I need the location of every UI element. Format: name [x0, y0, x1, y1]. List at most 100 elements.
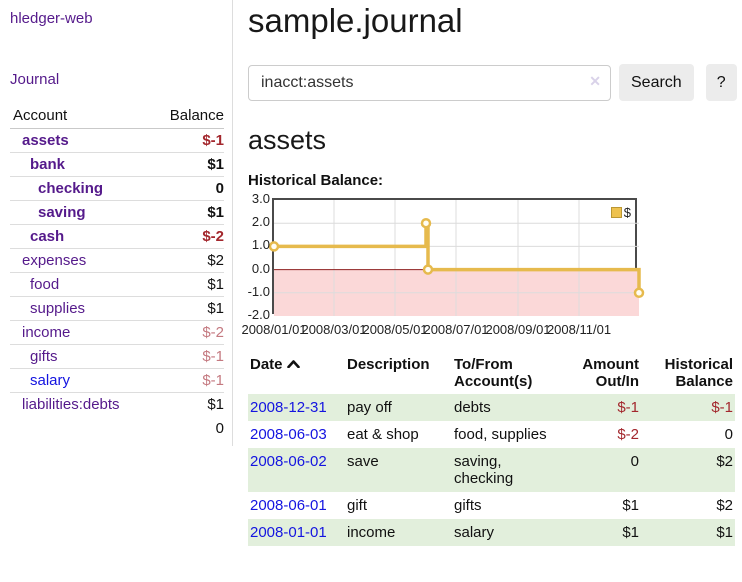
- account-balance: 0: [150, 176, 224, 201]
- register-header-date[interactable]: Date: [248, 352, 345, 394]
- account-balance: $1: [150, 272, 224, 297]
- register-header-accounts: To/From Account(s): [454, 356, 533, 390]
- register-balance: $2: [716, 497, 733, 514]
- account-row: liabilities:debts $1: [10, 392, 224, 416]
- account-link[interactable]: food: [30, 276, 60, 293]
- account-link[interactable]: expenses: [22, 252, 87, 269]
- chart-canvas: [268, 200, 645, 316]
- register-description: income: [347, 524, 396, 541]
- register-description: pay off: [347, 399, 392, 416]
- transaction-date-link[interactable]: 2008-06-03: [250, 426, 327, 443]
- x-axis-tick-label: 2008/03/01: [301, 322, 367, 337]
- register-balance: $2: [716, 453, 733, 470]
- account-row: income $-2: [10, 320, 224, 345]
- transaction-date-link[interactable]: 2008-01-01: [250, 524, 327, 541]
- account-link[interactable]: supplies: [30, 300, 86, 317]
- accounts-total-value: 0: [215, 420, 224, 437]
- accounts-total-row: 0: [10, 416, 224, 441]
- register-table: Date Description To/From Account(s) Amou…: [248, 352, 735, 546]
- chart-heading: Historical Balance:: [248, 172, 384, 189]
- account-balance: $1: [150, 296, 224, 321]
- accounts-table-body: assets $-1 bank $1 checking 0 saving $1 cash $-2 e…: [10, 129, 224, 416]
- register-amount: $-2: [617, 426, 639, 443]
- y-axis-tick-label: 0.0: [251, 260, 270, 276]
- account-row: saving $1: [10, 200, 224, 225]
- account-link[interactable]: salary: [30, 372, 71, 389]
- register-description: eat & shop: [347, 426, 419, 443]
- account-link[interactable]: gifts: [30, 348, 58, 365]
- account-balance: $1: [150, 152, 224, 177]
- x-axis-tick-label: 2008/07/01: [423, 322, 489, 337]
- account-link[interactable]: cash: [30, 228, 65, 245]
- account-link[interactable]: liabilities:debts: [22, 396, 120, 413]
- register-accounts: debts: [454, 399, 491, 416]
- clear-search-icon[interactable]: ✕: [589, 72, 601, 89]
- register-description: gift: [347, 497, 368, 514]
- register-accounts: saving, checking: [454, 453, 514, 487]
- register-amount: 0: [630, 453, 639, 470]
- chart-plot-area: $ 3.0 2.0 1.0 0.0 -1.0 -2.0 2008/01/01 2008/03…: [241, 191, 645, 337]
- chevron-up-icon: [286, 360, 300, 368]
- account-link[interactable]: checking: [38, 180, 104, 197]
- account-balance: $-2: [150, 320, 224, 345]
- register-accounts: food, supplies: [454, 426, 547, 443]
- sidebar: hledger-web Journal Account Balance asse…: [0, 0, 233, 446]
- legend-label: $: [623, 205, 631, 220]
- register-header-description: Description: [347, 356, 430, 373]
- y-axis-tick-label: -1.0: [247, 283, 270, 299]
- register-description: save: [347, 453, 379, 470]
- account-balance: $-1: [150, 344, 224, 369]
- register-accounts: salary: [454, 524, 495, 541]
- register-header-amount: Amount Out/In: [582, 356, 639, 390]
- transaction-date-link[interactable]: 2008-06-02: [250, 453, 327, 470]
- accounts-header-account: Account: [10, 104, 151, 129]
- register-table-body: 2008-12-31 pay off debts $-1 $-1 2008-06-03 ea…: [248, 394, 735, 546]
- register-balance: $1: [716, 524, 733, 541]
- account-heading: assets: [248, 125, 327, 155]
- register-row: 2008-12-31 pay off debts $-1 $-1: [248, 394, 735, 421]
- account-link[interactable]: income: [22, 324, 71, 341]
- help-button[interactable]: ?: [705, 64, 737, 101]
- account-balance: $2: [150, 248, 224, 273]
- register-row: 2008-06-02 save saving, checking 0 $2: [248, 448, 735, 492]
- register-row: 2008-06-01 gift gifts $1 $2: [248, 492, 735, 519]
- main-content: sample.journal ✕ Search ? assets Histori…: [241, 0, 737, 546]
- register-balance: 0: [724, 426, 733, 443]
- register-amount: $-1: [617, 399, 639, 416]
- account-row: bank $1: [10, 152, 224, 177]
- account-row: expenses $2: [10, 248, 224, 273]
- account-link[interactable]: bank: [30, 156, 66, 173]
- search-bar: ✕ Search ?: [248, 64, 737, 101]
- chart-legend: $: [610, 205, 631, 220]
- account-row: cash $-2: [10, 224, 224, 249]
- historical-balance-chart: $ 3.0 2.0 1.0 0.0 -1.0 -2.0 2008/01/01 2008/03…: [241, 191, 735, 339]
- account-balance: $-2: [150, 224, 224, 249]
- transaction-date-link[interactable]: 2008-06-01: [250, 497, 327, 514]
- account-balance: $-1: [202, 132, 224, 149]
- y-axis-tick-label: 2.0: [251, 214, 270, 230]
- search-input[interactable]: [248, 64, 611, 101]
- accounts-total-spacer: [10, 416, 151, 441]
- account-row: supplies $1: [10, 296, 224, 321]
- accounts-table: Account Balance assets $-1 bank $1 checking 0…: [10, 104, 224, 441]
- account-link[interactable]: assets: [22, 132, 69, 149]
- sidebar-item-journal[interactable]: Journal: [10, 71, 60, 88]
- account-link[interactable]: saving: [38, 204, 86, 221]
- register-row: 2008-01-01 income salary $1 $1: [248, 519, 735, 546]
- accounts-header-balance: Balance: [150, 104, 224, 129]
- account-balance: $1: [150, 392, 224, 416]
- account-row: assets $-1: [10, 129, 224, 153]
- search-button[interactable]: Search: [619, 64, 694, 101]
- register-balance: $-1: [711, 399, 733, 416]
- account-row: food $1: [10, 272, 224, 297]
- transaction-date-link[interactable]: 2008-12-31: [250, 399, 327, 416]
- account-balance: $-1: [150, 368, 224, 393]
- x-axis-tick-label: 2008/05/01: [362, 322, 428, 337]
- account-balance: $1: [150, 200, 224, 225]
- app-title-link[interactable]: hledger-web: [10, 10, 93, 27]
- page-title: sample.journal: [248, 2, 463, 39]
- account-row: checking 0: [10, 176, 224, 201]
- y-axis-tick-label: 1.0: [251, 237, 270, 253]
- register-header-balance: Historical Balance: [664, 356, 733, 390]
- y-axis-tick-label: -2.0: [247, 307, 270, 322]
